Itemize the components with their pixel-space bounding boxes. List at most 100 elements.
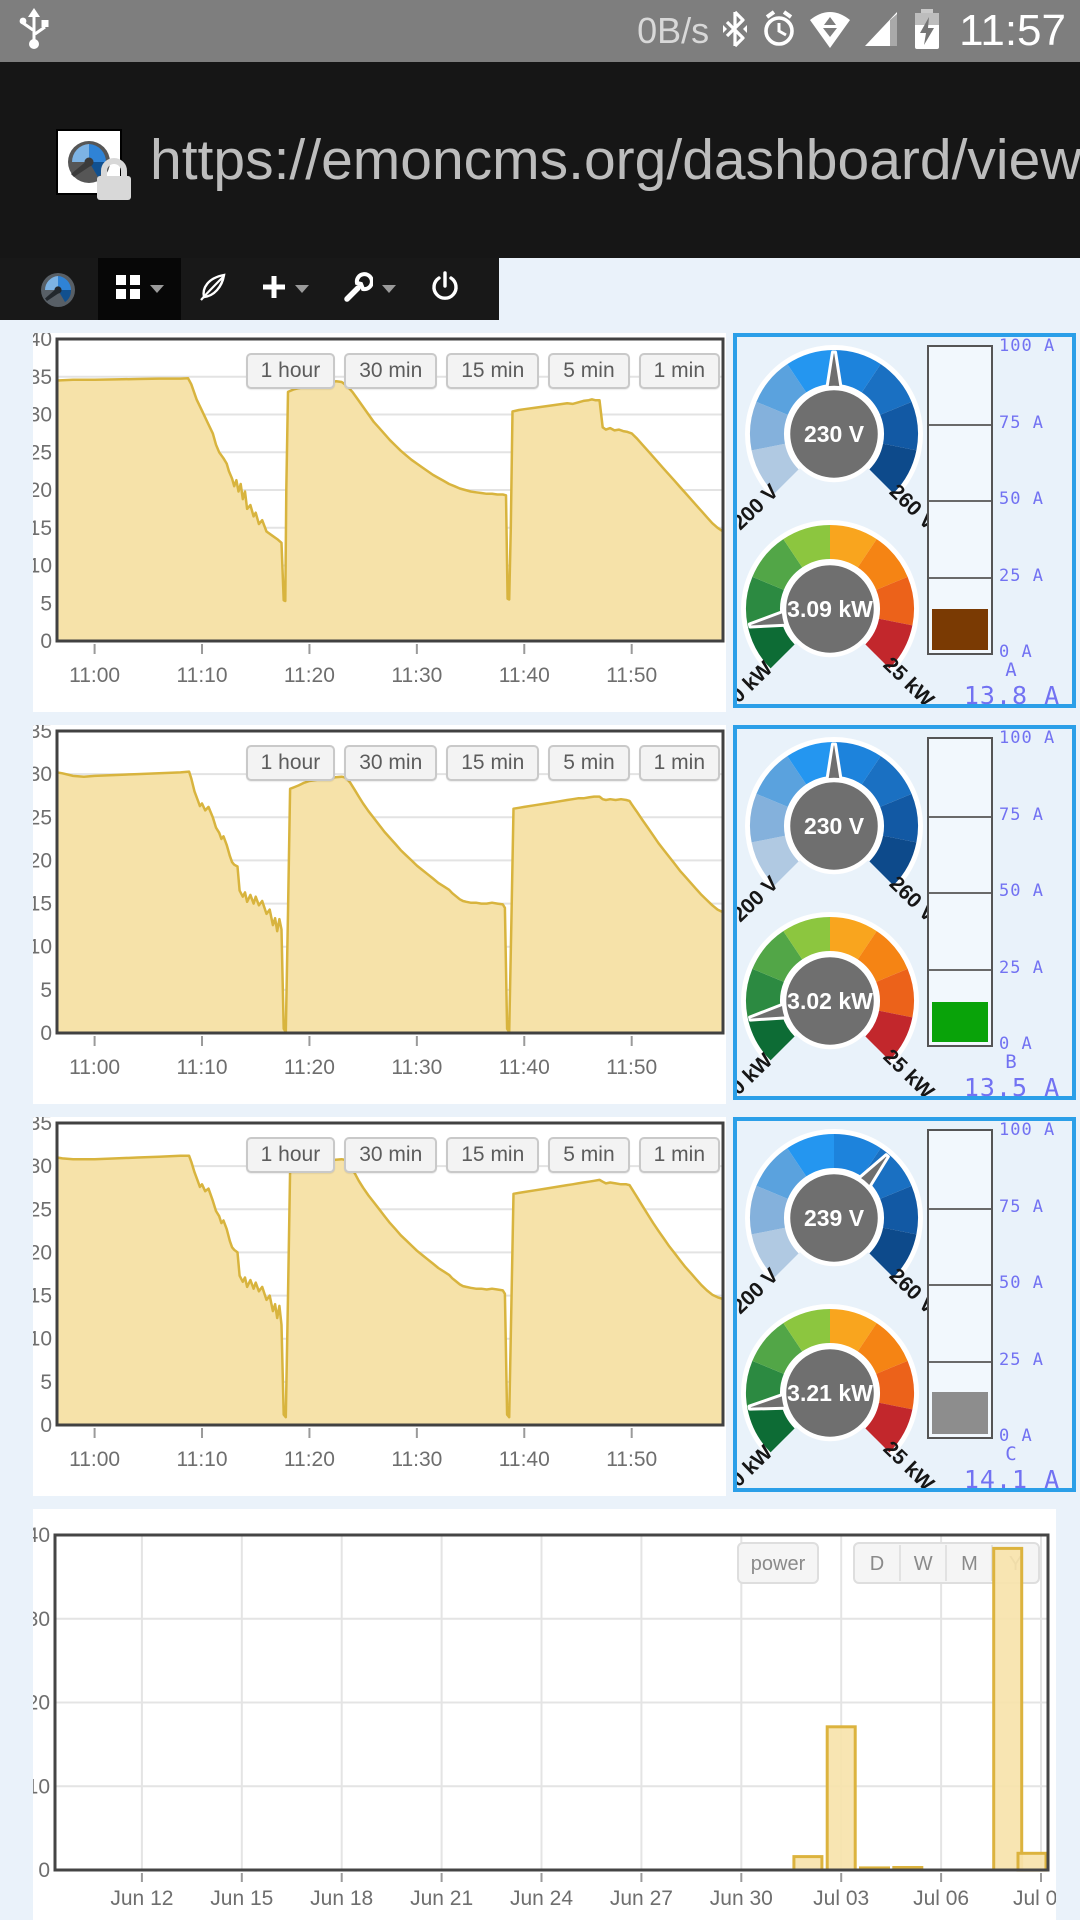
svg-text:Jun 27: Jun 27 (610, 1887, 673, 1910)
area-chart-phase-c[interactable]: 0 5 10 15 20 25 30 35 11:00 11:10 11:20 11:30 11:40 1… (33, 1117, 726, 1496)
svg-text:3.09 kW: 3.09 kW (787, 596, 873, 622)
range-button-15-min[interactable]: 15 min (446, 353, 540, 389)
site-favicon (56, 125, 131, 200)
range-button-5-min[interactable]: 5 min (548, 353, 630, 389)
phase-label: C (1005, 1443, 1017, 1465)
usb-icon (16, 6, 52, 57)
phase-label: A (1005, 659, 1017, 681)
svg-text:11:50: 11:50 (606, 664, 657, 687)
svg-text:35: 35 (33, 366, 52, 389)
range-button-30-min[interactable]: 30 min (344, 1137, 438, 1173)
alarm-icon (759, 8, 799, 55)
browser-url-bar[interactable]: https://emoncms.org/dashboard/view (0, 62, 1080, 258)
current-scale-label: 0 A (999, 1034, 1033, 1054)
svg-text:11:10: 11:10 (177, 1056, 228, 1079)
current-scale-label: 25 A (999, 1349, 1044, 1370)
svg-text:30: 30 (33, 1608, 50, 1631)
svg-text:Jul 06: Jul 06 (913, 1887, 969, 1910)
range-button-D[interactable]: D (870, 1553, 884, 1575)
svg-text:5: 5 (40, 1371, 52, 1394)
svg-text:10: 10 (33, 555, 52, 578)
svg-text:30: 30 (33, 763, 52, 786)
power-icon (430, 270, 460, 308)
emoncms-logo[interactable] (18, 258, 98, 320)
area-chart-phase-a[interactable]: 0 5 10 15 20 25 30 35 40 11:00 11:10 11:20 11:30 11:4… (33, 333, 726, 712)
svg-text:230 V: 230 V (804, 813, 865, 839)
plus-icon (262, 275, 286, 304)
nav-add-menu[interactable] (245, 258, 326, 320)
svg-text:11:10: 11:10 (177, 664, 228, 687)
range-button-1-hour[interactable]: 1 hour (245, 353, 336, 389)
phase-b-row: 0 5 10 15 20 25 30 35 11:00 11:10 11:20 11:30 11:40 1… (33, 725, 1080, 1104)
range-button-1-hour[interactable]: 1 hour (245, 745, 336, 781)
signal-icon (861, 8, 901, 55)
range-button-5-min[interactable]: 5 min (548, 745, 630, 781)
range-button-1-min[interactable]: 1 min (638, 745, 720, 781)
svg-text:10: 10 (33, 1328, 52, 1351)
svg-text:Jul 09: Jul 09 (1013, 1887, 1056, 1910)
current-bar-gauge (927, 1129, 993, 1439)
svg-text:25 kW: 25 kW (879, 653, 939, 704)
svg-text:Jun 24: Jun 24 (510, 1887, 573, 1910)
svg-text:11:40: 11:40 (499, 664, 550, 687)
battery-charging-icon (910, 5, 944, 58)
svg-text:Jun 12: Jun 12 (110, 1887, 173, 1910)
svg-text:Jun 21: Jun 21 (410, 1887, 473, 1910)
nav-feeds[interactable] (181, 258, 245, 320)
url-input[interactable]: https://emoncms.org/dashboard/view (150, 128, 1080, 192)
emoncms-navbar (0, 258, 499, 320)
svg-text:20: 20 (33, 479, 52, 502)
range-button-5-min[interactable]: 5 min (548, 1137, 630, 1173)
svg-text:11:30: 11:30 (391, 1056, 442, 1079)
nav-dashboards-menu[interactable] (98, 258, 181, 320)
svg-text:11:00: 11:00 (69, 1448, 120, 1471)
nav-tools-menu[interactable] (326, 258, 413, 320)
svg-text:25 kW: 25 kW (879, 1045, 939, 1096)
feed-panel-phase-a: 230 V 200 V 260 V 3.09 kW 0 kW 25 kW 100 A 75 … (733, 333, 1076, 710)
ssl-lock-icon (90, 152, 138, 209)
range-buttons: 1 hour 30 min 15 min 5 min 1 min (237, 353, 720, 389)
wrench-icon (343, 271, 374, 307)
svg-text:15: 15 (33, 517, 52, 540)
svg-text:0: 0 (40, 1414, 52, 1437)
svg-text:20: 20 (33, 849, 52, 872)
svg-text:11:00: 11:00 (69, 664, 120, 687)
range-button-M[interactable]: M (961, 1553, 978, 1575)
current-scale-label: 75 A (999, 804, 1044, 825)
svg-text:40: 40 (33, 333, 52, 351)
svg-text:0: 0 (40, 1022, 52, 1045)
range-button-15-min[interactable]: 15 min (446, 745, 540, 781)
chevron-down-icon (150, 285, 164, 293)
current-scale-label: 50 A (999, 881, 1044, 901)
svg-text:11:30: 11:30 (391, 1448, 442, 1471)
current-bar-fill (932, 1392, 988, 1434)
svg-text:3.21 kW: 3.21 kW (787, 1380, 873, 1406)
svg-text:Jun 15: Jun 15 (210, 1887, 273, 1910)
range-button-30-min[interactable]: 30 min (344, 353, 438, 389)
android-status-bar: 0B/s (0, 0, 1080, 62)
area-chart-phase-b[interactable]: 0 5 10 15 20 25 30 35 11:00 11:10 11:20 11:30 11:40 1… (33, 725, 726, 1104)
range-button-15-min[interactable]: 15 min (446, 1137, 540, 1173)
svg-text:3.02 kW: 3.02 kW (787, 988, 873, 1014)
bar-Jul-02 (792, 1855, 824, 1872)
current-scale-label: 50 A (999, 489, 1044, 509)
svg-text:11:00: 11:00 (69, 1056, 120, 1079)
current-scale-label: 100 A (999, 728, 1056, 748)
current-bar-gauge (927, 737, 993, 1047)
svg-text:10: 10 (33, 936, 52, 959)
range-button-1-hour[interactable]: 1 hour (245, 1137, 336, 1173)
svg-text:25: 25 (33, 1198, 52, 1221)
svg-text:0: 0 (40, 630, 52, 653)
range-button-1-min[interactable]: 1 min (638, 1137, 720, 1173)
power-button[interactable] (737, 1542, 819, 1584)
range-button-1-min[interactable]: 1 min (638, 353, 720, 389)
svg-text:11:20: 11:20 (284, 1056, 335, 1079)
nav-logout[interactable] (413, 258, 477, 320)
svg-text:Jul 03: Jul 03 (813, 1887, 869, 1910)
range-button-W[interactable]: W (914, 1553, 933, 1575)
range-button-30-min[interactable]: 30 min (344, 745, 438, 781)
chevron-down-icon (382, 285, 396, 293)
current-scale: 100 A 75 A 50 A 25 A 0 A (999, 1120, 1077, 1446)
svg-text:15: 15 (33, 1285, 52, 1308)
